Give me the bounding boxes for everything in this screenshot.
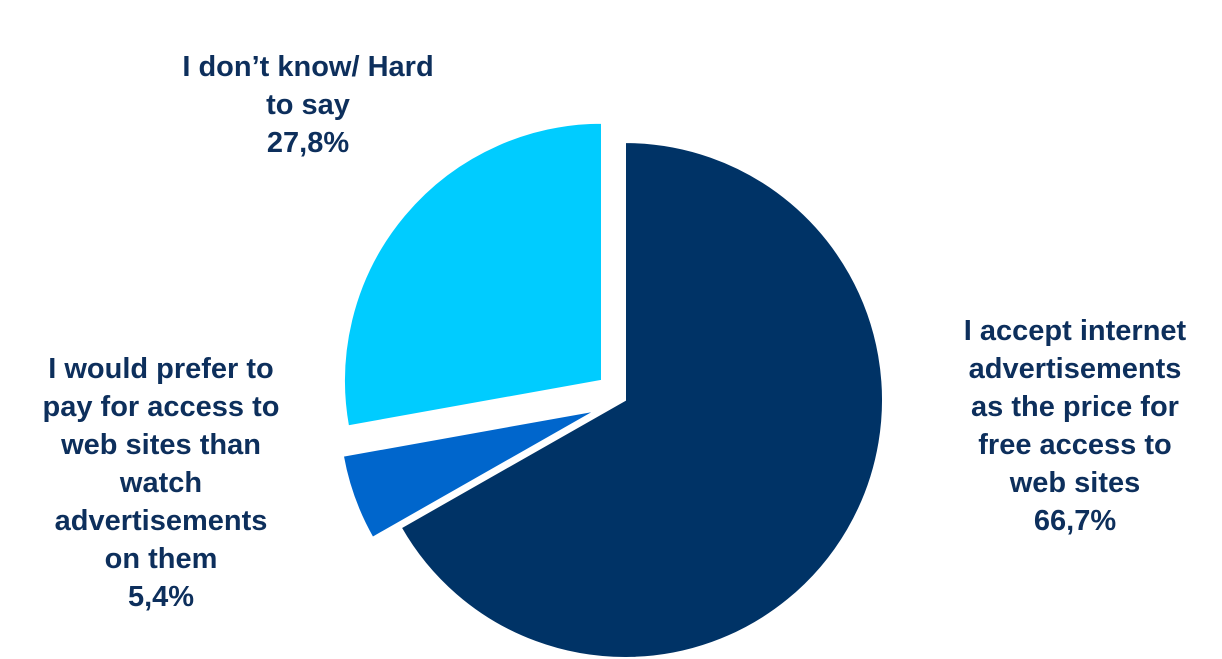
slice-label-dont-know: I don’t know/ Hard to say 27,8% [118,10,498,200]
slice-label-prefer-pay-text: I would prefer to pay for access to web … [42,353,280,575]
slice-label-prefer-pay: I would prefer to pay for access to web … [0,312,322,654]
slice-label-dont-know-text: I don’t know/ Hard to say [182,51,434,121]
pie-slice-dont-know [343,121,603,428]
slice-value-accept-ads: 66,7% [1033,505,1117,537]
slice-label-accept-ads-text: I accept internet advertisements as the … [963,315,1187,499]
slice-label-accept-ads: I accept internet advertisements as the … [930,274,1220,578]
pie-slice-prefer-pay [341,409,598,540]
pie-slice-accept-ads [399,140,884,659]
slice-value-prefer-pay: 5,4% [127,581,195,613]
slice-value-dont-know: 27,8% [266,127,350,159]
